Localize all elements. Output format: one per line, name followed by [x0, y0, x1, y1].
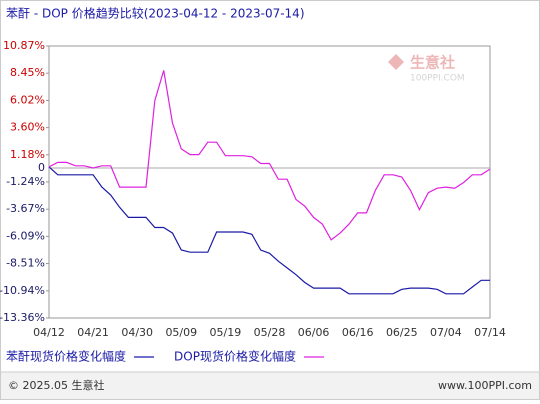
y-tick-label: -13.36%	[0, 311, 45, 324]
x-tick-label: 07/04	[430, 326, 462, 339]
y-tick-label: 1.18%	[10, 148, 45, 161]
footer-band	[1, 372, 539, 399]
footer-left: © 2025.05 生意社	[8, 378, 104, 392]
y-tick-label: -10.94%	[0, 284, 45, 297]
y-tick-label: -6.09%	[6, 229, 45, 242]
watermark-text: 生意社	[410, 54, 455, 72]
watermark-subtext: 100PPI.COM	[410, 74, 465, 84]
x-tick-label: 07/14	[474, 326, 506, 339]
y-tick-label: -3.67%	[6, 202, 45, 215]
footer-right: www.100PPI.com	[438, 379, 532, 392]
chart-title: 苯酐 - DOP 价格趋势比较(2023-04-12 - 2023-07-14)	[6, 6, 305, 21]
x-tick-label: 06/25	[386, 326, 418, 339]
y-tick-label: 0	[38, 161, 45, 174]
x-tick-label: 05/09	[165, 326, 197, 339]
y-tick-label: 8.45%	[10, 66, 45, 79]
y-tick-label: 6.02%	[10, 93, 45, 106]
x-tick-label: 06/06	[298, 326, 330, 339]
x-tick-label: 06/16	[342, 326, 374, 339]
series-line	[48, 166, 490, 295]
x-tick-label: 05/28	[254, 326, 286, 339]
y-tick-label: -8.51%	[6, 257, 45, 270]
y-tick-label: 3.60%	[10, 121, 45, 134]
x-tick-label: 05/19	[210, 326, 242, 339]
legend-label: DOP现货价格变化幅度	[174, 349, 296, 364]
series-line	[48, 70, 491, 241]
y-tick-label: -1.24%	[6, 175, 45, 188]
watermark: 生意社 100PPI.COM	[388, 54, 465, 84]
x-tick-label: 04/12	[33, 326, 65, 339]
x-tick-label: 04/21	[77, 326, 109, 339]
x-tick-label: 04/30	[121, 326, 153, 339]
watermark-logo	[388, 54, 404, 70]
y-tick-label: 10.87%	[3, 39, 45, 52]
legend-label: 苯酐现货价格变化幅度	[6, 349, 126, 364]
